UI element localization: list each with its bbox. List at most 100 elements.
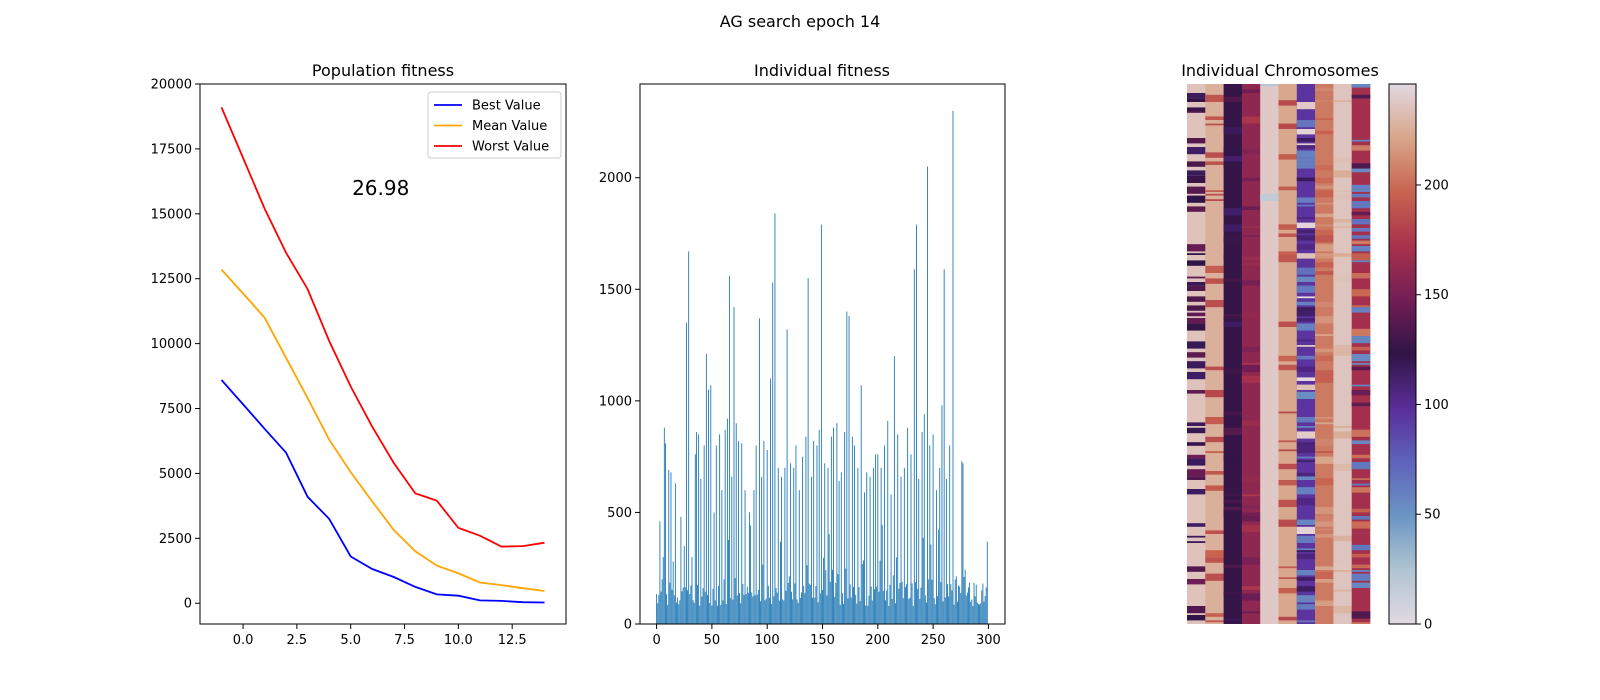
- fitness-bar: [796, 599, 798, 624]
- chromosome-cell: [1241, 420, 1261, 426]
- chromosome-cell: [1241, 516, 1261, 522]
- chromosome-cell: [1296, 553, 1316, 560]
- chromosome-cell: [1187, 305, 1206, 311]
- fitness-bar: [957, 601, 958, 624]
- chromosome-cell: [1296, 310, 1316, 317]
- fitness-bar: [949, 445, 951, 624]
- fitness-bar: [830, 436, 832, 624]
- y-tick-label: 15000: [151, 207, 192, 222]
- fitness-bar: [679, 600, 681, 624]
- chromosome-cell: [1296, 197, 1316, 203]
- chromosome-cell: [1296, 339, 1316, 342]
- chromosome-cell: [1351, 145, 1371, 151]
- fitness-bar: [970, 601, 972, 624]
- fitness-bar: [908, 598, 910, 624]
- chromosome-cell: [1223, 427, 1243, 435]
- fitness-bar: [672, 561, 674, 624]
- fitness-bar: [895, 603, 896, 624]
- chromosome-cell: [1223, 147, 1243, 155]
- chromosome-cell: [1223, 321, 1243, 327]
- chromosome-cell: [1241, 256, 1261, 261]
- chromosome-cell: [1223, 411, 1243, 416]
- fitness-bar: [817, 602, 819, 624]
- fitness-bar: [888, 605, 890, 624]
- chromosome-cell: [1315, 301, 1334, 308]
- fitness-bar: [870, 586, 872, 624]
- fitness-bar: [822, 589, 823, 624]
- chromosome-cell: [1315, 224, 1334, 227]
- chromosome-cell: [1296, 204, 1316, 207]
- chromosome-cell: [1223, 507, 1243, 511]
- fitness-bar: [824, 463, 826, 624]
- chromosome-cell: [1315, 235, 1334, 243]
- fitness-bar: [960, 593, 962, 624]
- chromosome-cell: [1351, 84, 1371, 88]
- chromosome-cell: [1315, 348, 1334, 353]
- fitness-bar: [701, 596, 703, 624]
- chromosome-cell: [1205, 530, 1224, 534]
- chromosome-cell: [1351, 139, 1371, 142]
- fitness-bar: [938, 529, 940, 624]
- y-tick-label: 20000: [151, 78, 192, 93]
- fitness-bar: [782, 599, 784, 624]
- chromosome-cell: [1296, 355, 1316, 360]
- chromosome-cell: [1241, 476, 1261, 482]
- fitness-bar: [760, 601, 761, 624]
- fitness-bar: [762, 564, 764, 624]
- chromosome-cell: [1241, 505, 1261, 509]
- chromosome-cell: [1205, 550, 1224, 558]
- fitness-bar: [777, 467, 779, 624]
- fitness-bar: [939, 467, 941, 624]
- chromosome-cell: [1333, 157, 1352, 164]
- fitness-bar: [718, 585, 719, 624]
- fitness-bar: [829, 581, 831, 624]
- chromosome-cell: [1333, 589, 1352, 592]
- chromosome-cell: [1296, 267, 1316, 275]
- fitness-bar: [911, 583, 913, 624]
- fitness-bar: [785, 590, 787, 624]
- chromosome-cell: [1241, 148, 1261, 155]
- fitness-bar: [692, 600, 694, 624]
- chromosome-cell: [1333, 193, 1352, 200]
- chromosome-cell: [1278, 355, 1298, 362]
- fitness-bar: [961, 461, 963, 624]
- fitness-bar: [812, 597, 813, 624]
- y-tick-label: 2500: [159, 532, 192, 547]
- fitness-bar: [671, 589, 673, 624]
- fitness-bar: [803, 585, 805, 624]
- y-tick-label: 10000: [151, 337, 192, 352]
- chromosome-cell: [1187, 523, 1206, 527]
- chromosome-cell: [1205, 613, 1224, 617]
- fitness-bar: [704, 591, 706, 624]
- fitness-bar: [853, 586, 854, 624]
- fitness-bar: [730, 597, 732, 624]
- chromosome-cell: [1333, 562, 1352, 570]
- y-tick-label: 0: [624, 618, 632, 633]
- fitness-bar: [721, 490, 723, 624]
- fitness-bar: [823, 557, 825, 624]
- chromosome-cell: [1223, 278, 1243, 282]
- fitness-bar: [792, 599, 794, 624]
- fitness-bar: [844, 432, 846, 624]
- chromosome-cell: [1351, 483, 1371, 486]
- chromosome-cell: [1223, 564, 1243, 569]
- fitness-bar: [820, 224, 822, 624]
- chromosome-cell: [1205, 485, 1224, 491]
- chromosome-cell: [1296, 487, 1316, 495]
- fitness-bar: [929, 445, 931, 624]
- fitness-bar: [986, 541, 988, 624]
- chromosome-column: [1315, 84, 1334, 624]
- fitness-bar: [778, 600, 780, 624]
- fitness-bar: [931, 579, 933, 624]
- chromosome-cell: [1205, 557, 1224, 563]
- chromosome-cell: [1351, 553, 1371, 558]
- chromosome-cell: [1296, 276, 1316, 282]
- fitness-bar: [856, 603, 858, 624]
- fitness-bar: [862, 560, 864, 624]
- chromosome-cell: [1296, 222, 1316, 228]
- colorbar-tick-label: 100: [1424, 398, 1449, 413]
- x-tick-label: 300: [976, 633, 1001, 648]
- fitness-bar: [775, 587, 777, 624]
- chromosome-cell: [1223, 96, 1243, 102]
- chromosome-cell: [1205, 94, 1224, 102]
